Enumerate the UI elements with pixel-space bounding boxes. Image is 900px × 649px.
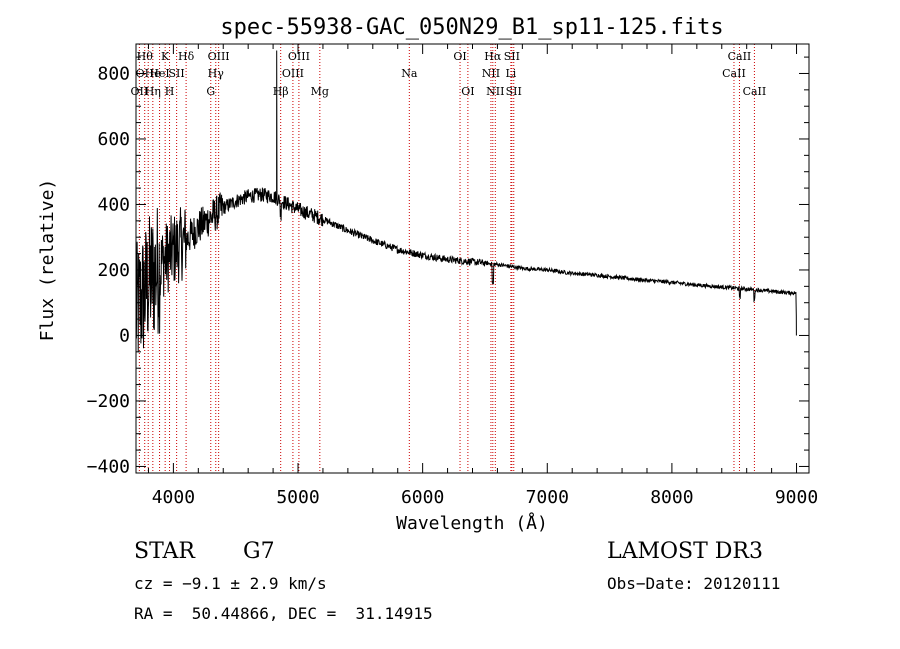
redshift-cz: cz = −9.1 ± 2.9 km/s — [134, 574, 327, 593]
survey-name: LAMOST DR3 — [607, 539, 763, 564]
line-marker-label: CaII — [743, 85, 767, 98]
x-tick-label: 7000 — [526, 487, 569, 508]
line-marker-label: OII — [131, 85, 149, 98]
object-subclass: G7 — [243, 539, 275, 564]
object-class: STAR — [134, 539, 195, 564]
y-tick-label: −400 — [87, 456, 130, 477]
line-marker-label: OIII — [288, 50, 310, 63]
line-marker-labels: OII Hθ OHe Hη HeI K H SII Hδ G Hγ OIII Hβ OIII OIII Mg N… — [131, 50, 767, 98]
line-marker-label: SII — [504, 50, 520, 63]
line-marker-label: NII — [486, 85, 504, 98]
x-axis-label: Wavelength (Å) — [396, 512, 548, 534]
line-marker-label: OIII — [282, 67, 304, 80]
y-tick-label: −200 — [87, 391, 130, 412]
x-tick-label: 4000 — [152, 487, 195, 508]
line-marker-label: OI — [453, 50, 466, 63]
x-tick-label: 9000 — [775, 487, 818, 508]
line-marker-label: OHe — [136, 67, 161, 80]
y-tick-label: 200 — [97, 260, 130, 281]
sky-coordinates: RA = 50.44866, DEC = 31.14915 — [134, 604, 433, 623]
line-marker-label: Li — [505, 67, 516, 80]
line-marker-label: Na — [401, 67, 418, 80]
line-marker-label: G — [206, 85, 215, 98]
y-tick-label: 0 — [119, 325, 130, 346]
line-marker-label: Hθ — [137, 50, 154, 63]
line-marker-label: K — [161, 50, 170, 63]
line-marker-label: Hδ — [178, 50, 195, 63]
line-marker-label: HeI — [149, 67, 169, 80]
line-marker-label: SII — [169, 67, 185, 80]
line-markers — [138, 44, 755, 473]
line-marker-label: H — [165, 85, 175, 98]
x-axis-ticks: 4000 5000 6000 7000 8000 9000 — [147, 44, 818, 508]
line-marker-label: SII — [506, 85, 522, 98]
x-tick-label: 6000 — [401, 487, 444, 508]
y-axis-label: Flux (relative) — [37, 179, 58, 342]
line-marker-label: NII — [482, 67, 500, 80]
line-marker-label: Hβ — [273, 85, 289, 98]
line-marker-label: Hη — [145, 85, 161, 98]
line-marker-label: OI — [461, 85, 474, 98]
line-marker-label: Hα — [484, 50, 502, 63]
y-tick-label: 800 — [97, 63, 130, 84]
line-marker-label: CaII — [728, 50, 752, 63]
line-marker-label: CaII — [722, 67, 746, 80]
spectrum-line — [135, 50, 797, 353]
y-tick-label: 400 — [97, 194, 130, 215]
chart-title: spec-55938-GAC_050N29_B1_sp11-125.fits — [220, 15, 723, 40]
x-tick-label: 5000 — [276, 487, 319, 508]
observation-date: Obs−Date: 20120111 — [607, 574, 781, 593]
y-axis-ticks: −400 −200 0 200 400 600 800 — [87, 56, 809, 477]
y-tick-label: 600 — [97, 129, 130, 150]
line-marker-label: Hγ — [208, 67, 225, 80]
line-marker-label: Mg — [311, 85, 329, 98]
x-tick-label: 8000 — [650, 487, 693, 508]
line-marker-label: OIII — [208, 50, 230, 63]
